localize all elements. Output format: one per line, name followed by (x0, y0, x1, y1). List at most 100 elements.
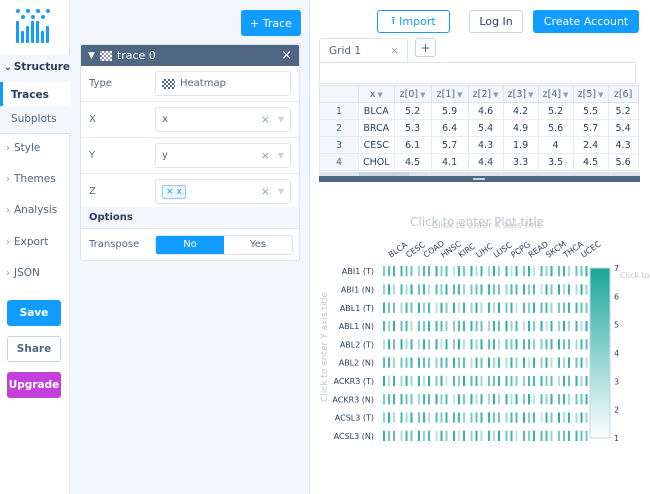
table-cell[interactable]: 5.5 (572, 102, 609, 120)
clear-icon[interactable]: × (260, 149, 270, 162)
table-cell[interactable]: 5.7 (572, 119, 609, 137)
colorbar-title[interactable]: Click to enter (620, 271, 650, 280)
x-select[interactable]: x × ▼ (155, 107, 291, 132)
import-button[interactable]: ⭱ Import (377, 10, 450, 33)
table-cell[interactable]: 4.5 (393, 153, 432, 171)
clear-icon[interactable]: × (260, 185, 270, 198)
table-cell[interactable]: 5.4 (607, 119, 639, 137)
chevron-down-icon[interactable]: ▼ (277, 187, 284, 196)
clear-icon[interactable]: × (260, 113, 270, 126)
upgrade-button[interactable]: Upgrade (7, 372, 61, 398)
sidebar-item-themes[interactable]: › Themes (0, 166, 70, 192)
table-cell[interactable]: 5.2 (537, 102, 574, 120)
table-cell[interactable]: 3.5 (537, 153, 574, 171)
sort-icon[interactable]: ▼ (457, 90, 463, 99)
chevron-down-icon[interactable]: ▼ (88, 50, 95, 61)
heatmap-cell (510, 412, 513, 423)
tag-remove-icon[interactable]: × (166, 186, 174, 197)
y-axis-title[interactable]: Click to enter Y axis title (320, 292, 330, 402)
column-header[interactable]: z[4] ▼ (537, 85, 574, 103)
table-cell[interactable]: 4.9 (502, 119, 539, 137)
table-cell[interactable]: 4.6 (467, 102, 504, 120)
heatmap-cell (563, 302, 565, 313)
table-cell[interactable]: 4.5 (572, 153, 609, 171)
column-header[interactable]: z[0] ▼ (393, 85, 432, 103)
column-header[interactable]: z[3] ▼ (502, 85, 539, 103)
panel-splitter[interactable] (319, 176, 640, 182)
sidebar-item-traces[interactable]: Traces (0, 82, 70, 108)
table-cell[interactable]: 4.1 (430, 153, 469, 171)
drag-handle-icon[interactable] (473, 178, 485, 180)
sidebar-item-json[interactable]: › JSON (0, 260, 70, 286)
sidebar-item-style[interactable]: › Style (0, 135, 70, 161)
save-button[interactable]: Save (7, 300, 61, 326)
sidebar-item-analysis[interactable]: › Analysis (0, 197, 70, 223)
sort-icon[interactable]: ▼ (377, 90, 383, 99)
table-cell[interactable]: 4 (537, 136, 574, 154)
scrollbar-thumb[interactable] (359, 172, 409, 176)
transpose-no-option[interactable]: No (156, 235, 224, 254)
heatmap-cell (505, 357, 508, 368)
login-button[interactable]: Log In (469, 10, 523, 33)
table-cell[interactable]: 4.3 (607, 136, 639, 154)
column-header[interactable]: z[1] ▼ (430, 85, 469, 103)
chevron-down-icon[interactable]: ▼ (277, 115, 284, 124)
table-cell[interactable]: CESC (358, 136, 395, 154)
table-cell[interactable]: 5.3 (393, 119, 432, 137)
add-trace-button[interactable]: + Trace (241, 10, 301, 36)
column-header[interactable]: z[6] (607, 85, 639, 103)
colorbar-tick-label: 7 (614, 264, 619, 273)
sort-icon[interactable]: ▼ (493, 90, 499, 99)
table-cell[interactable]: CHOL (358, 153, 395, 171)
sort-icon[interactable]: ▼ (598, 90, 604, 99)
sort-icon[interactable]: ▼ (528, 90, 534, 99)
trace-type-selector[interactable]: Heatmap (155, 71, 291, 96)
table-cell[interactable]: 4.3 (467, 136, 504, 154)
table-cell[interactable]: 5.7 (430, 136, 469, 154)
sort-icon[interactable]: ▼ (563, 90, 569, 99)
sidebar-item-subplots[interactable]: Subplots (0, 106, 70, 132)
z-multiselect[interactable]: × x × ▼ (155, 179, 291, 204)
table-cell[interactable]: 5.4 (467, 119, 504, 137)
transpose-toggle[interactable]: No Yes (155, 234, 293, 255)
heatmap-cell (488, 284, 490, 295)
table-cell[interactable]: 2.4 (572, 136, 609, 154)
column-header[interactable]: x ▼ (358, 85, 395, 103)
table-cell[interactable]: 1.9 (502, 136, 539, 154)
table-cell[interactable]: 5.6 (607, 153, 639, 171)
y-select[interactable]: y × ▼ (155, 143, 291, 168)
table-cell[interactable]: 4.2 (502, 102, 539, 120)
column-header[interactable]: z[5] ▼ (572, 85, 609, 103)
trace-fold-header[interactable]: ▼ trace 0 × (81, 45, 299, 66)
heatmap-cell (463, 375, 465, 387)
table-cell[interactable]: 5.9 (430, 102, 469, 120)
column-header[interactable]: z[2] ▼ (467, 85, 504, 103)
sidebar-item-export[interactable]: › Export (0, 229, 70, 255)
close-icon[interactable]: × (281, 48, 292, 63)
heatmap-cell (558, 430, 560, 441)
table-cell[interactable]: 5.2 (607, 102, 639, 120)
table-cell[interactable]: 6.4 (430, 119, 469, 137)
x-axis-title[interactable]: Click to enter X axis title (432, 221, 543, 231)
table-cell[interactable]: 3.3 (502, 153, 539, 171)
heatmap-cell (523, 430, 525, 441)
table-cell[interactable]: BLCA (358, 102, 395, 120)
table-cell[interactable]: 4.4 (467, 153, 504, 171)
chevron-down-icon[interactable]: ▼ (277, 151, 284, 160)
table-cell[interactable]: 6.1 (393, 136, 432, 154)
table-cell[interactable]: 5.6 (537, 119, 574, 137)
create-account-button[interactable]: Create Account (533, 10, 639, 33)
plot-title[interactable]: Click to enter Plot title (410, 215, 544, 229)
grid-horizontal-scrollbar[interactable] (319, 172, 640, 176)
heatmap-cell (470, 412, 473, 423)
table-cell[interactable]: 5.2 (393, 102, 432, 120)
plotly-logo-icon[interactable] (16, 9, 54, 43)
close-icon[interactable]: × (390, 44, 399, 57)
add-tab-button[interactable]: + (415, 38, 436, 57)
tab-grid-1[interactable]: Grid 1 × (319, 38, 408, 62)
share-button[interactable]: Share (7, 336, 61, 362)
table-cell[interactable]: BRCA (358, 119, 395, 137)
sidebar-item-structure[interactable]: ⌄ Structure (0, 54, 70, 80)
sort-icon[interactable]: ▼ (420, 90, 426, 99)
transpose-yes-option[interactable]: Yes (224, 235, 292, 254)
